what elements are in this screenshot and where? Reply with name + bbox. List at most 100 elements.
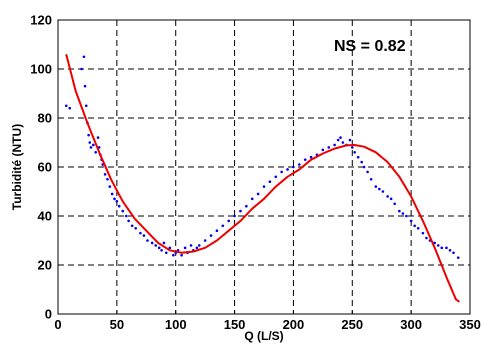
data-point <box>262 185 266 188</box>
x-tick-label: 0 <box>54 317 61 332</box>
data-point <box>381 190 385 193</box>
data-point <box>83 84 87 88</box>
data-point <box>160 249 163 252</box>
y-tick-label: 100 <box>30 62 52 77</box>
data-point <box>409 219 413 223</box>
y-tick-label: 80 <box>38 111 52 126</box>
data-point <box>172 253 175 257</box>
data-point <box>321 148 325 152</box>
x-tick-label: 250 <box>341 317 363 332</box>
data-point <box>405 214 408 218</box>
data-point <box>274 175 278 179</box>
data-point <box>374 185 378 188</box>
y-axis-ticks: 0 20 40 60 80 100 120 <box>30 13 62 322</box>
data-point <box>115 200 119 203</box>
data-point <box>142 234 146 237</box>
y-tick-label: 20 <box>38 258 52 273</box>
data-point <box>393 202 396 206</box>
data-point <box>215 229 219 232</box>
data-point <box>350 146 354 149</box>
grid <box>58 20 470 314</box>
data-point <box>348 138 352 142</box>
data-point <box>124 214 128 218</box>
data-point <box>146 239 149 242</box>
data-point <box>106 177 109 181</box>
x-tick-label: 300 <box>400 317 422 332</box>
data-point <box>452 251 455 255</box>
data-point <box>209 234 213 237</box>
data-point <box>183 246 187 250</box>
data-point <box>134 226 137 230</box>
data-point <box>80 67 83 71</box>
data-point <box>327 146 331 149</box>
data-point <box>339 136 342 139</box>
data-point <box>87 133 90 137</box>
fit-line <box>65 54 460 303</box>
data-point <box>333 143 336 147</box>
data-point <box>362 165 366 169</box>
data-point <box>197 244 201 247</box>
data-point <box>401 212 405 215</box>
data-point <box>127 219 130 223</box>
data-point <box>108 185 112 188</box>
data-point <box>195 246 199 250</box>
x-axis-ticks: 0 50 100 150 200 250 300 350 <box>54 310 481 332</box>
data-point <box>68 106 72 110</box>
data-point <box>203 239 207 242</box>
data-point <box>386 195 389 198</box>
y-tick-label: 120 <box>30 13 52 28</box>
x-tick-label: 50 <box>110 317 124 332</box>
x-tick-label: 100 <box>165 317 187 332</box>
data-point <box>250 197 254 201</box>
data-point <box>336 138 340 142</box>
data-point <box>456 256 460 259</box>
data-point <box>341 141 345 144</box>
x-axis-label: Q (L/S) <box>244 329 283 343</box>
data-point <box>303 158 307 161</box>
x-tick-label: 150 <box>224 317 246 332</box>
data-point <box>92 143 95 147</box>
data-point <box>139 231 142 235</box>
data-point <box>268 180 272 183</box>
data-point <box>117 204 121 208</box>
data-point <box>82 55 86 59</box>
data-point <box>110 192 114 196</box>
data-point <box>164 251 168 255</box>
y-tick-label: 60 <box>38 160 52 175</box>
data-point <box>154 244 158 247</box>
data-point <box>168 246 172 250</box>
data-point <box>292 165 295 169</box>
data-point <box>378 187 381 191</box>
data-point <box>398 209 401 213</box>
data-point <box>421 231 425 235</box>
data-point <box>286 168 289 171</box>
data-point <box>309 155 313 159</box>
fit-curve <box>65 54 460 303</box>
data-point <box>157 246 161 250</box>
data-point <box>113 197 116 201</box>
data-point <box>180 253 183 257</box>
data-point <box>96 136 100 139</box>
data-point <box>353 151 356 154</box>
x-tick-label: 350 <box>459 317 481 332</box>
y-axis-label: Turbidité (NTU) <box>10 124 24 210</box>
y-tick-label: 0 <box>45 307 52 322</box>
data-point <box>89 146 93 149</box>
y-tick-label: 40 <box>38 209 52 224</box>
data-point <box>425 236 428 240</box>
data-point <box>84 104 88 108</box>
data-point <box>280 170 283 174</box>
data-point <box>162 241 166 245</box>
data-point <box>356 155 360 159</box>
data-point <box>245 204 248 208</box>
data-point <box>239 209 242 213</box>
data-point <box>366 170 369 174</box>
ns-annotation: NS = 0.82 <box>334 38 406 55</box>
data-point <box>433 241 436 245</box>
data-point <box>150 241 154 245</box>
data-point <box>369 177 373 181</box>
data-point <box>233 214 236 218</box>
data-point <box>189 244 193 247</box>
data-point <box>445 246 448 250</box>
